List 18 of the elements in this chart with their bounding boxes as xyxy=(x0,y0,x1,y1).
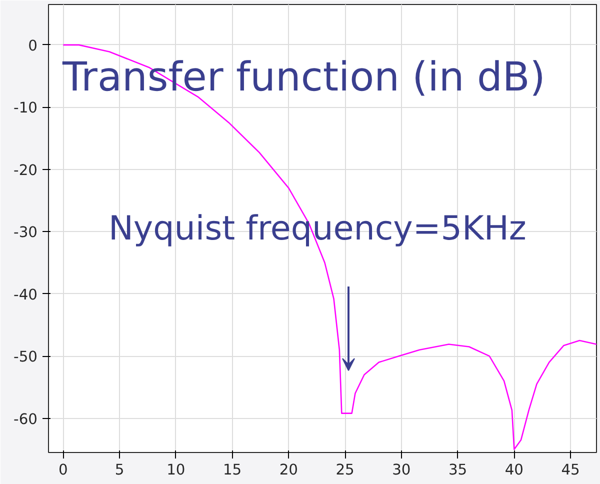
y-tick-label: 0 xyxy=(28,37,38,54)
x-tick-label: 30 xyxy=(392,462,411,478)
x-tick-label: 5 xyxy=(114,462,124,478)
x-tick-label: 0 xyxy=(58,462,68,478)
x-tick-label: 15 xyxy=(222,462,242,478)
line-series xyxy=(62,44,596,450)
y-tick-label: -30 xyxy=(14,224,38,242)
x-tick-label: 35 xyxy=(448,462,468,478)
x-tick-label: 45 xyxy=(561,462,580,478)
x-tick-label: 40 xyxy=(504,462,524,478)
x-tick-label: 10 xyxy=(166,462,186,478)
y-tick-label: -50 xyxy=(14,348,38,366)
x-tick-label: 20 xyxy=(279,462,298,478)
y-tick-label: -10 xyxy=(14,100,38,117)
y-tick-label: -20 xyxy=(14,162,38,179)
y-tick-label: -60 xyxy=(14,410,38,428)
x-tick-label: 25 xyxy=(336,462,354,478)
y-tick-label: -40 xyxy=(14,286,38,304)
